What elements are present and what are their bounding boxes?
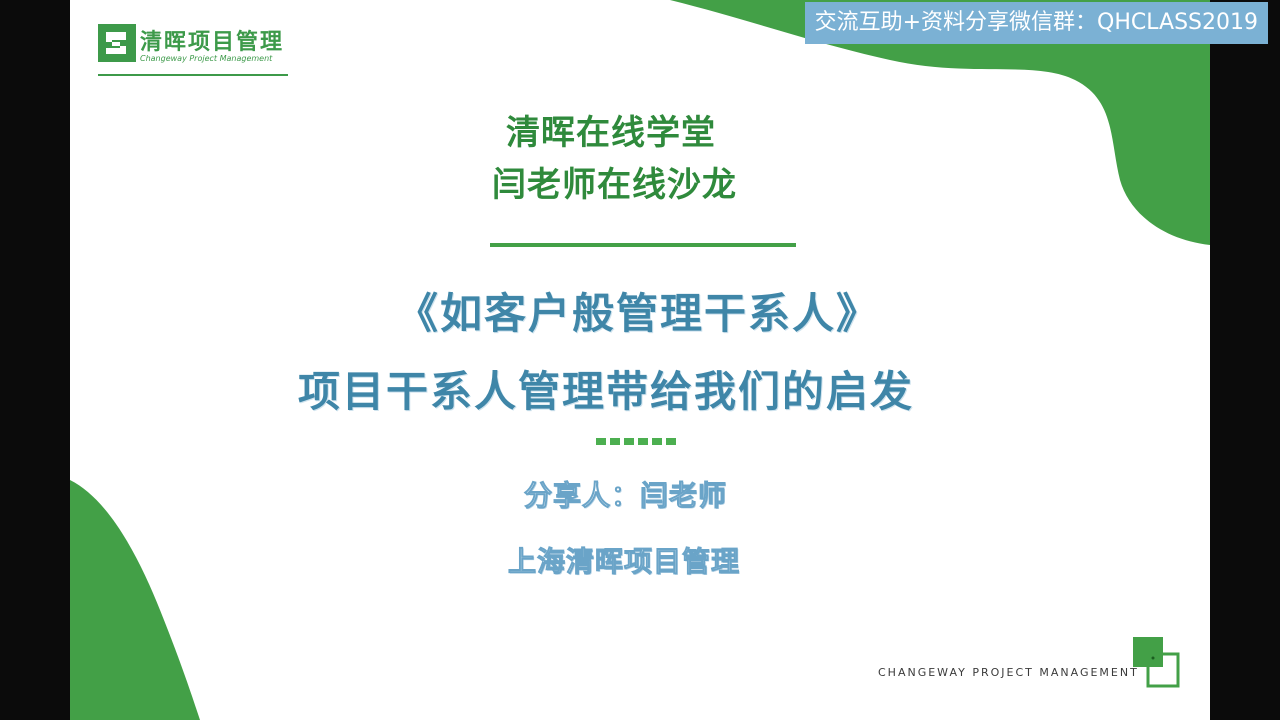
company-logo: 清晖项目管理 Changeway Project Management <box>98 22 292 76</box>
main-title-line2: 项目干系人管理带给我们的启发 <box>298 367 915 416</box>
logo-chinese-name: 清晖项目管理 <box>140 30 285 55</box>
presentation-slide: 清晖项目管理 Changeway Project Management 清晖在线… <box>70 0 1210 720</box>
dotted-separator <box>596 438 686 446</box>
changeway-logo-icon <box>98 24 136 62</box>
salon-title: 闫老师在线沙龙 <box>492 165 737 205</box>
logo-underline <box>98 74 288 76</box>
green-decoration <box>70 0 1210 720</box>
main-title-line1: 《如客户般管理干系人》 <box>396 289 881 338</box>
title-divider <box>490 243 796 247</box>
organizer-name: 上海清晖项目管理 <box>507 545 741 579</box>
school-title: 清晖在线学堂 <box>506 113 716 153</box>
bottom-left-green-blob <box>70 480 200 720</box>
wechat-group-watermark: 交流互助+资料分享微信群：QHCLASS2019 <box>804 2 1268 44</box>
footer-logo-icon <box>1133 637 1180 688</box>
logo-english-name: Changeway Project Management <box>140 54 273 63</box>
top-right-green-blob <box>670 0 1210 245</box>
footer-brand: CHANGEWAY PROJECT MANAGEMENT <box>878 666 1139 679</box>
sharer-name: 分享人：闫老师 <box>523 479 728 513</box>
